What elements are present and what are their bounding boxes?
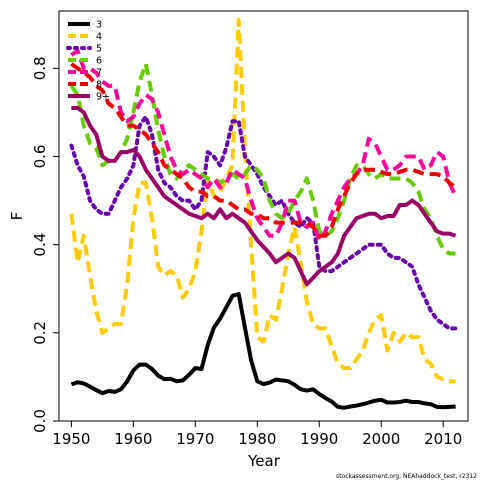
series-line-0 [70, 292, 456, 410]
y-tick-label: 0.6 [31, 145, 49, 169]
legend-label: 3 [96, 20, 102, 31]
series-line-6 [71, 106, 457, 287]
series-line-1 [69, 17, 456, 384]
y-tick-label: 0.8 [31, 56, 49, 80]
series-layer [69, 17, 458, 410]
series-line-3 [69, 61, 456, 256]
x-axis: 1950 1960 1970 1980 1990 2000 2010 [52, 421, 462, 448]
plot-frame [58, 10, 469, 422]
footer-note: stockassessment.org, NEAhaddock_test, r2… [336, 473, 477, 480]
y-axis: 0.0 0.2 0.4 0.6 0.8 [31, 56, 59, 433]
y-tick-label: 0.4 [31, 233, 49, 257]
x-tick-label: 1990 [300, 430, 338, 448]
x-tick-label: 1960 [114, 430, 152, 448]
x-tick-label: 2010 [424, 430, 462, 448]
x-tick-label: 1970 [176, 430, 214, 448]
y-axis-title: F [8, 212, 26, 221]
legend-label: 7 [96, 68, 102, 79]
legend-label: 6 [96, 56, 102, 67]
series-line-2 [69, 114, 458, 331]
legend-label: 8 [96, 80, 102, 91]
legend-label: 9+ [96, 92, 110, 103]
x-tick-label: 1950 [52, 430, 90, 448]
x-axis-title: Year [247, 452, 281, 470]
x-tick-label: 1980 [238, 430, 276, 448]
y-tick-label: 0.0 [31, 409, 49, 433]
legend-label: 5 [96, 44, 102, 55]
series-line-5 [70, 62, 457, 238]
legend-label: 4 [96, 32, 102, 43]
y-tick-label: 0.2 [31, 321, 49, 345]
plot-area [58, 10, 469, 422]
x-tick-label: 2000 [362, 430, 400, 448]
